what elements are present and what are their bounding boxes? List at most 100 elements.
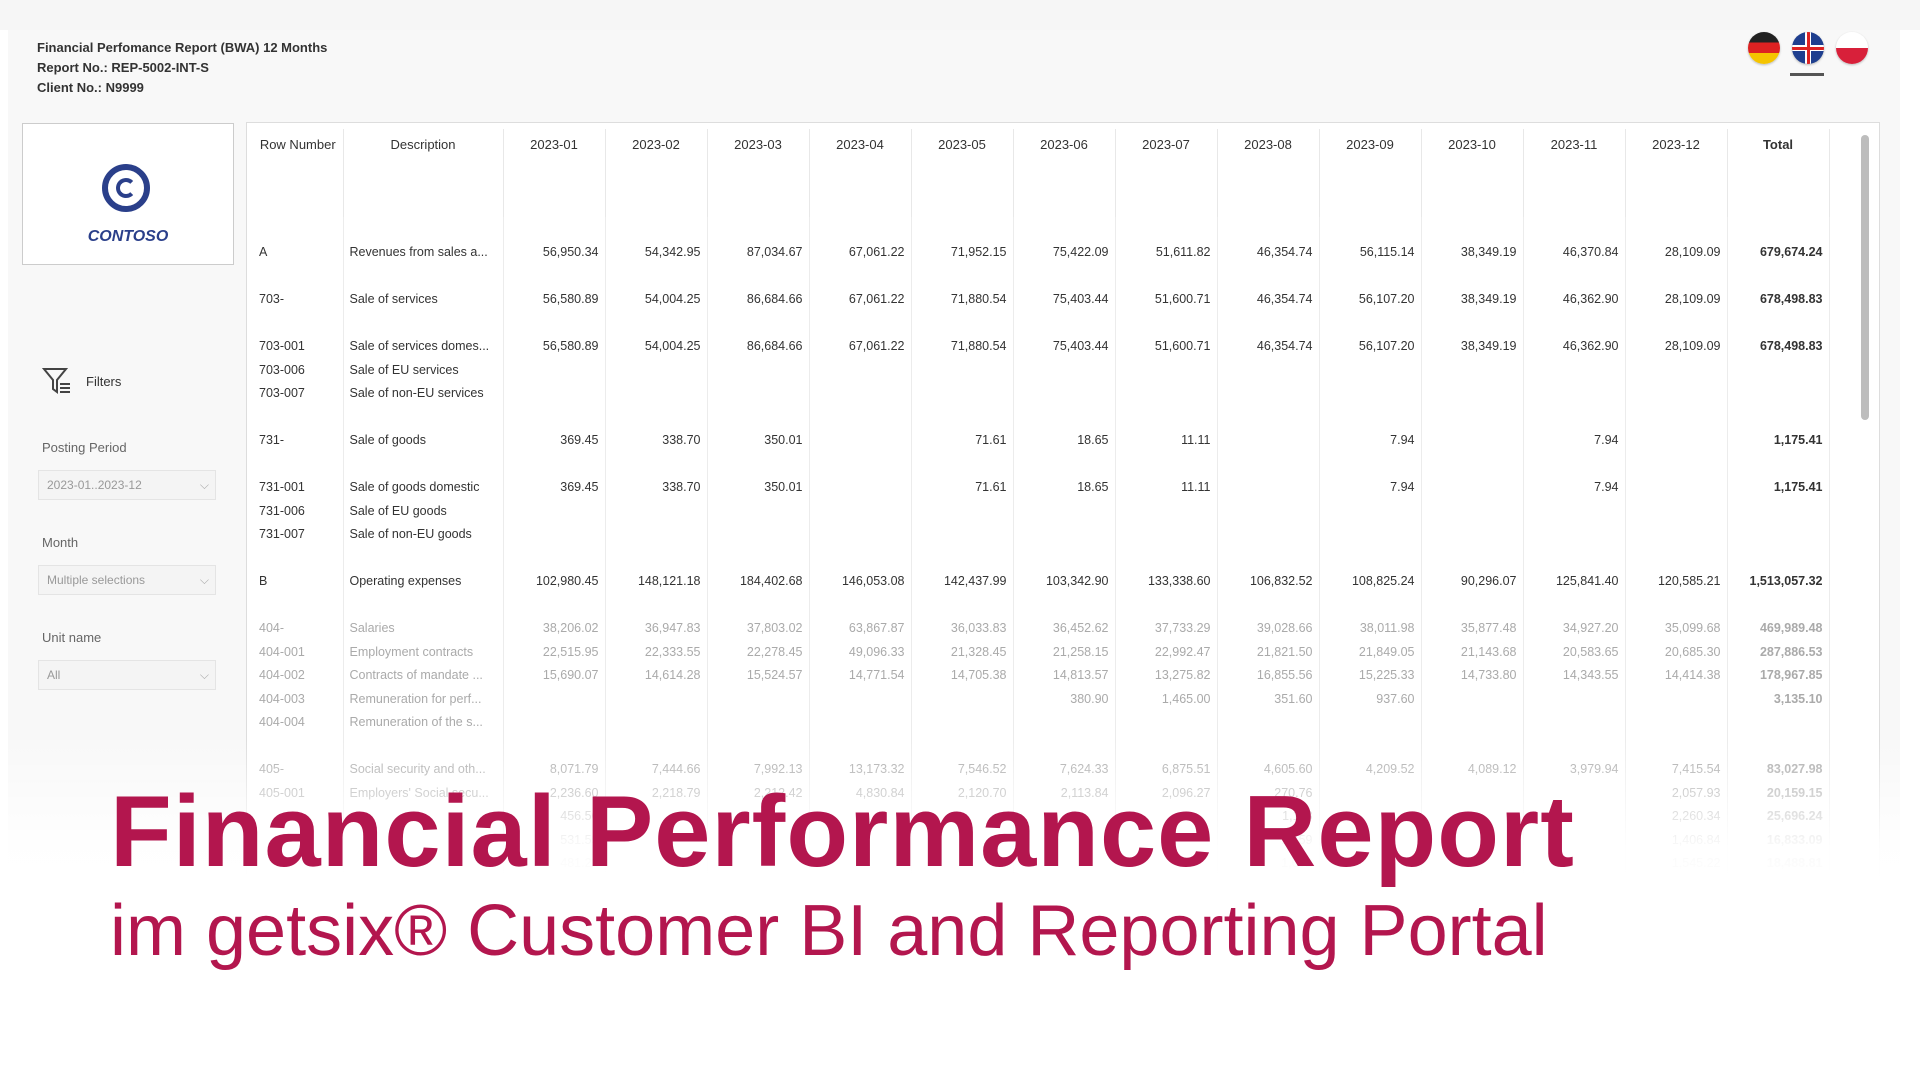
value-cell: 18.65 <box>1013 428 1116 452</box>
column-header-month[interactable]: 2023-09 <box>1319 129 1422 217</box>
value-cell <box>1625 710 1728 734</box>
column-header-total[interactable]: Total <box>1727 129 1830 217</box>
value-cell: 351.60 <box>1217 687 1320 711</box>
column-header-month[interactable]: 2023-01 <box>503 129 606 217</box>
description-cell: Revenues from sales a... <box>343 240 504 264</box>
value-cell: 28,109.09 <box>1625 287 1728 311</box>
table-row: 703-001 Sale of services domes... 56,580.8… <box>253 334 1830 358</box>
value-cell <box>1013 358 1116 382</box>
german-flag-icon[interactable] <box>1748 32 1780 64</box>
column-header-row-number[interactable]: Row Number <box>253 129 344 217</box>
filters-toggle[interactable]: Filters <box>42 366 121 396</box>
value-cell: 46,354.74 <box>1217 287 1320 311</box>
column-header-month[interactable]: 2023-11 <box>1523 129 1626 217</box>
table-row: 404-004 Remuneration of the s... <box>253 710 1830 734</box>
unit-name-select[interactable]: All ⌵ <box>38 660 216 690</box>
value-cell <box>809 475 912 499</box>
column-header-month[interactable]: 2023-05 <box>911 129 1014 217</box>
value-cell: 56,107.20 <box>1319 334 1422 358</box>
column-header-description[interactable]: Description <box>343 129 504 217</box>
posting-period-select[interactable]: 2023-01..2023-12 ⌵ <box>38 470 216 500</box>
value-cell: 11.11 <box>1115 428 1218 452</box>
polish-flag-icon[interactable] <box>1836 32 1868 64</box>
description-cell: Contracts of mandate ... <box>343 663 504 687</box>
value-cell <box>1421 475 1524 499</box>
month-select[interactable]: Multiple selections ⌵ <box>38 565 216 595</box>
value-cell <box>911 381 1014 405</box>
value-cell: 338.70 <box>605 428 708 452</box>
column-header-month[interactable]: 2023-02 <box>605 129 708 217</box>
value-cell: 37,803.02 <box>707 616 810 640</box>
value-cell: 20,583.65 <box>1523 640 1626 664</box>
value-cell: 21,258.15 <box>1013 640 1116 664</box>
value-cell: 103,342.90 <box>1013 569 1116 593</box>
row-number-cell: 404-003 <box>253 687 344 711</box>
top-strip <box>0 0 1920 30</box>
table-spacer-row <box>253 593 1830 617</box>
value-cell <box>1625 475 1728 499</box>
column-header-month[interactable]: 2023-12 <box>1625 129 1728 217</box>
column-header-month[interactable]: 2023-10 <box>1421 129 1524 217</box>
value-cell: 7.94 <box>1523 475 1626 499</box>
value-cell: 350.01 <box>707 428 810 452</box>
value-cell <box>809 499 912 523</box>
row-number-cell: 703- <box>253 287 344 311</box>
value-cell <box>1319 522 1422 546</box>
table-spacer-row <box>253 217 1830 241</box>
total-cell: 1,175.41 <box>1727 475 1830 499</box>
column-header-month[interactable]: 2023-04 <box>809 129 912 217</box>
table-header-row: Row Number Description 2023-01 2023-02 202… <box>253 129 1830 217</box>
value-cell: 54,342.95 <box>605 240 708 264</box>
table-row: 703- Sale of services 56,580.89 54,004.25 86… <box>253 287 1830 311</box>
value-cell: 87,034.67 <box>707 240 810 264</box>
description-cell: Sale of services <box>343 287 504 311</box>
value-cell: 71.61 <box>911 428 1014 452</box>
logo-text: CONTOSO <box>87 228 169 245</box>
value-cell: 146,053.08 <box>809 569 912 593</box>
value-cell <box>1013 710 1116 734</box>
value-cell: 56,107.20 <box>1319 287 1422 311</box>
table-row: 404-002 Contracts of mandate ... 15,690.07… <box>253 663 1830 687</box>
value-cell: 56,115.14 <box>1319 240 1422 264</box>
value-cell <box>503 381 606 405</box>
description-cell: Sale of non-EU goods <box>343 522 504 546</box>
value-cell <box>1523 499 1626 523</box>
value-cell <box>809 687 912 711</box>
client-number: Client No.: N9999 <box>37 80 144 95</box>
value-cell: 46,354.74 <box>1217 334 1320 358</box>
total-cell <box>1727 358 1830 382</box>
value-cell: 369.45 <box>503 428 606 452</box>
value-cell <box>1625 522 1728 546</box>
value-cell <box>1319 499 1422 523</box>
column-header-month[interactable]: 2023-06 <box>1013 129 1116 217</box>
value-cell: 14,614.28 <box>605 663 708 687</box>
chevron-down-icon: ⌵ <box>199 573 209 587</box>
report-number: Report No.: REP-5002-INT-S <box>37 60 209 75</box>
value-cell: 28,109.09 <box>1625 240 1728 264</box>
value-cell: 14,343.55 <box>1523 663 1626 687</box>
value-cell <box>1319 381 1422 405</box>
value-cell: 125,841.40 <box>1523 569 1626 593</box>
value-cell: 71,880.54 <box>911 334 1014 358</box>
uk-flag-icon[interactable] <box>1792 32 1824 64</box>
unit-name-value: All <box>47 668 61 682</box>
value-cell <box>1013 381 1116 405</box>
vertical-scrollbar[interactable] <box>1861 135 1869 420</box>
description-cell: Sale of services domes... <box>343 334 504 358</box>
row-number-cell: 703-007 <box>253 381 344 405</box>
value-cell <box>1115 358 1218 382</box>
column-header-month[interactable]: 2023-07 <box>1115 129 1218 217</box>
value-cell: 133,338.60 <box>1115 569 1218 593</box>
value-cell <box>809 428 912 452</box>
value-cell: 13,275.82 <box>1115 663 1218 687</box>
value-cell <box>911 358 1014 382</box>
column-header-month[interactable]: 2023-08 <box>1217 129 1320 217</box>
overlay-title: Financial Performance Report <box>110 776 1575 888</box>
column-header-month[interactable]: 2023-03 <box>707 129 810 217</box>
value-cell <box>1217 499 1320 523</box>
table-row: 703-007 Sale of non-EU services <box>253 381 1830 405</box>
bottom-fade <box>0 740 1920 880</box>
value-cell: 350.01 <box>707 475 810 499</box>
month-label: Month <box>42 535 79 550</box>
value-cell <box>1217 710 1320 734</box>
